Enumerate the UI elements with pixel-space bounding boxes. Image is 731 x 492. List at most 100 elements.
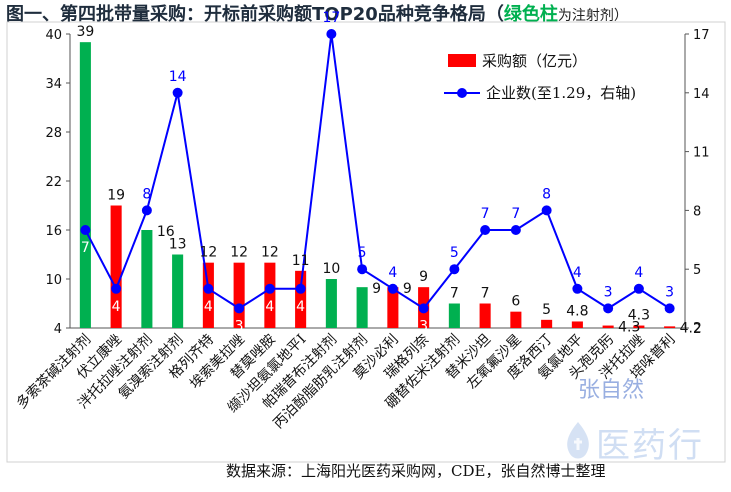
- chart-title: 图一、第四批带量采购：开标前采购额TOP20品种竞争格局（绿色柱为注射剂）: [6, 0, 628, 26]
- bar-value-label: 11: [292, 253, 310, 269]
- bar: [479, 303, 491, 328]
- bar-value-label: 4.3: [628, 308, 650, 324]
- chart-title-highlight: 绿色柱: [503, 4, 558, 25]
- line-point: [264, 283, 275, 294]
- bar-value-label: 10: [322, 261, 340, 277]
- legend-label-bar: 采购额（亿元）: [482, 52, 587, 70]
- line-point: [633, 283, 644, 294]
- bar-value-label: 39: [76, 24, 94, 40]
- line-value-label: 8: [142, 186, 151, 202]
- bar: [295, 270, 307, 328]
- line-value-label: 3: [665, 284, 674, 300]
- bar: [448, 303, 460, 328]
- y-left-tick-label: 16: [45, 224, 62, 239]
- line-value-label: 4: [112, 299, 121, 315]
- y-left-tick-label: 34: [45, 77, 62, 92]
- line-point: [326, 29, 337, 39]
- watermark-brand: 医药行: [596, 426, 704, 466]
- line-value-label: 4: [296, 299, 305, 315]
- bar: [172, 254, 184, 328]
- bar-value-label: 16: [157, 224, 175, 240]
- bar: [141, 230, 153, 328]
- line-value-label: 4: [573, 265, 582, 281]
- bar: [602, 325, 614, 328]
- line-value-label: 5: [358, 245, 367, 261]
- line-value-label: 3: [604, 284, 613, 300]
- bar-value-label: 12: [199, 245, 217, 261]
- line-point: [203, 283, 214, 294]
- legend-swatch-bar: [448, 54, 476, 67]
- bar-value-label: 9: [372, 281, 381, 297]
- line-value-label: 4: [388, 265, 397, 281]
- bar: [264, 262, 276, 328]
- watermark-author: 张自然: [578, 378, 645, 403]
- y-left-tick-label: 28: [45, 126, 62, 141]
- watermark-logo-icon: [567, 422, 589, 459]
- y-left-tick-label: 10: [45, 273, 62, 288]
- y-left-tick-label: 22: [45, 175, 62, 190]
- bar-value-label: 12: [261, 245, 279, 261]
- bar: [541, 319, 553, 328]
- line-value-label: 4: [265, 299, 274, 315]
- bar-series: [79, 42, 676, 329]
- line-series: [80, 29, 675, 314]
- line-point: [541, 205, 552, 216]
- bar-value-label: 4.8: [566, 303, 588, 319]
- line-point: [603, 303, 614, 314]
- bar-value-label: 4.2: [680, 320, 702, 336]
- bar-value-label: 6: [511, 294, 520, 310]
- y-right-tick-label: 11: [693, 146, 710, 161]
- line-value-label: 5: [450, 245, 459, 261]
- line-point: [510, 225, 521, 235]
- bar-value-label: 9: [419, 269, 428, 285]
- line-point: [572, 283, 583, 294]
- line-point: [387, 283, 398, 294]
- line-point: [449, 264, 460, 275]
- bar: [571, 321, 583, 328]
- line-point: [664, 303, 675, 314]
- line-point: [234, 303, 245, 314]
- line-value-label: 3: [419, 318, 428, 334]
- bar: [633, 325, 645, 328]
- y-right-tick-label: 5: [693, 263, 701, 278]
- bar: [387, 287, 399, 328]
- line-value-label: 7: [81, 240, 90, 256]
- line-point: [295, 283, 306, 294]
- line-point: [111, 283, 122, 294]
- line-value-label: 17: [322, 10, 340, 26]
- line-value-label: 4: [634, 265, 643, 281]
- bar-value-label: 7: [450, 286, 459, 302]
- bar: [79, 42, 91, 329]
- line-point: [357, 264, 368, 275]
- bar-value-label: 4.3: [618, 320, 640, 336]
- y-right-tick-label: 14: [693, 87, 710, 102]
- line-path: [84, 33, 671, 310]
- bar-value-label: 5: [542, 302, 551, 318]
- bar-value-label: 19: [107, 188, 125, 204]
- line-value-label: 4: [204, 299, 213, 315]
- y-left-tick-label: 40: [45, 28, 62, 43]
- legend-label-line: 企业数(至1.29，右轴): [486, 84, 636, 102]
- line-value-label: 7: [511, 206, 520, 222]
- bar: [233, 262, 245, 328]
- y-right-tick-label: 17: [693, 28, 710, 43]
- source-note: 数据来源：上海阳光医药采购网，CDE，张自然博士整理: [226, 462, 606, 480]
- legend-marker-line: [457, 88, 467, 98]
- bar-value-label: 12: [230, 245, 248, 261]
- line-point: [141, 205, 152, 216]
- bar: [202, 262, 214, 328]
- bar: [110, 205, 122, 328]
- line-point: [480, 225, 491, 235]
- chart-title-main: 图一、第四批带量采购：开标前采购额TOP20品种竞争格局（: [6, 4, 504, 25]
- legend: 采购额（亿元） 企业数(至1.29，右轴): [444, 52, 636, 102]
- line-point: [172, 87, 183, 98]
- bar: [664, 326, 676, 328]
- bar: [510, 311, 522, 328]
- y-right-tick-label: 2: [693, 322, 701, 337]
- line-value-label: 7: [481, 206, 490, 222]
- y-right-tick-label: 8: [693, 204, 701, 219]
- bar: [325, 279, 337, 328]
- line-value-label: 14: [169, 69, 187, 85]
